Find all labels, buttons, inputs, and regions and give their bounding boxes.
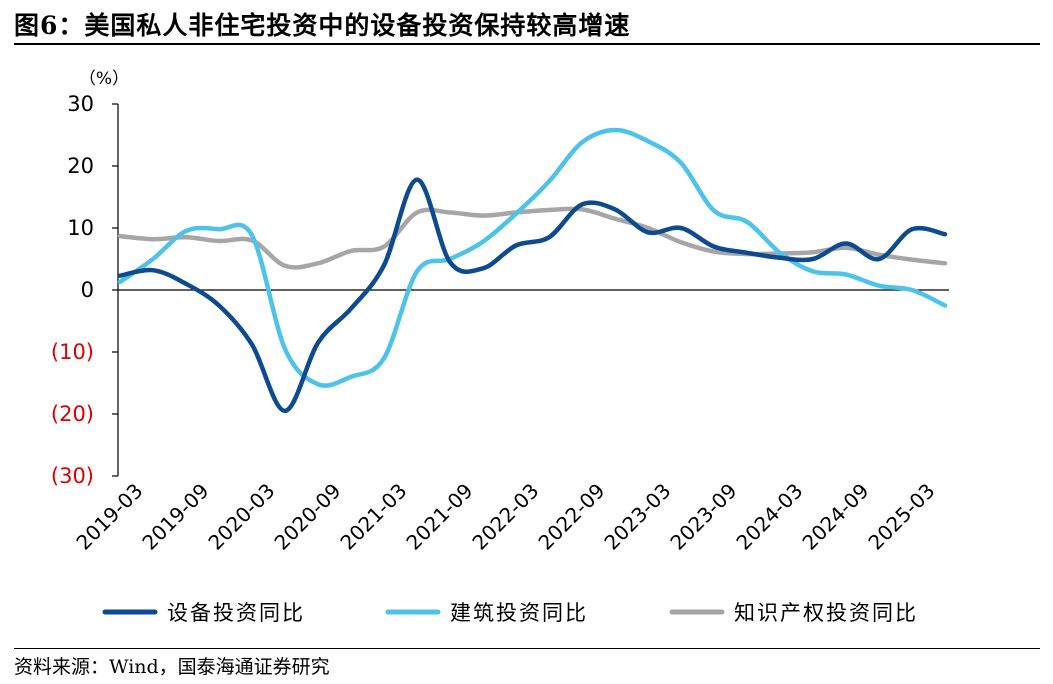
x-tick-label: 2024-09 bbox=[797, 479, 873, 555]
chart-axes: （%）3020100(10)(20)(30)2019-032019-092020… bbox=[51, 69, 949, 555]
series-line-1 bbox=[117, 177, 948, 414]
x-tick-label: 2025-03 bbox=[863, 479, 939, 555]
x-tick-label: 2024-03 bbox=[731, 479, 807, 555]
x-tick-label: 2022-09 bbox=[533, 479, 609, 555]
x-tick-label: 2020-09 bbox=[269, 479, 345, 555]
x-tick-label: 2020-03 bbox=[203, 479, 279, 555]
y-tick-label: 10 bbox=[67, 216, 94, 240]
x-tick-label: 2021-09 bbox=[401, 479, 477, 555]
x-tick-label: 2022-03 bbox=[467, 479, 543, 555]
title-rule bbox=[14, 43, 1040, 45]
legend-label-2: 建筑投资同比 bbox=[450, 601, 588, 625]
series-line-3 bbox=[117, 206, 948, 270]
x-tick-label: 2019-09 bbox=[137, 479, 213, 555]
y-tick-label: (30) bbox=[51, 464, 94, 488]
x-tick-label: 2023-09 bbox=[665, 479, 741, 555]
x-tick-label: 2021-03 bbox=[335, 479, 411, 555]
x-tick-label: 2023-03 bbox=[599, 479, 675, 555]
y-tick-label: 0 bbox=[81, 278, 94, 302]
series-line-2 bbox=[117, 127, 948, 388]
x-tick-label: 2019-03 bbox=[71, 479, 147, 555]
source-note: 资料来源：Wind，国泰海通证券研究 bbox=[14, 656, 330, 678]
y-tick-label: 20 bbox=[67, 154, 94, 178]
y-tick-label: (20) bbox=[51, 402, 94, 426]
legend-label-1: 设备投资同比 bbox=[167, 601, 305, 625]
y-tick-label: (10) bbox=[51, 340, 94, 364]
source-rule bbox=[14, 648, 1040, 649]
legend: 设备投资同比 建筑投资同比 知识产权投资同比 bbox=[102, 601, 918, 625]
figure-title: 图6：美国私人非住宅投资中的设备投资保持较高增速 bbox=[14, 11, 631, 40]
y-unit-label: （%） bbox=[79, 69, 129, 89]
legend-label-3: 知识产权投资同比 bbox=[734, 601, 918, 625]
series-layer bbox=[117, 127, 948, 414]
y-tick-label: 30 bbox=[67, 92, 94, 116]
